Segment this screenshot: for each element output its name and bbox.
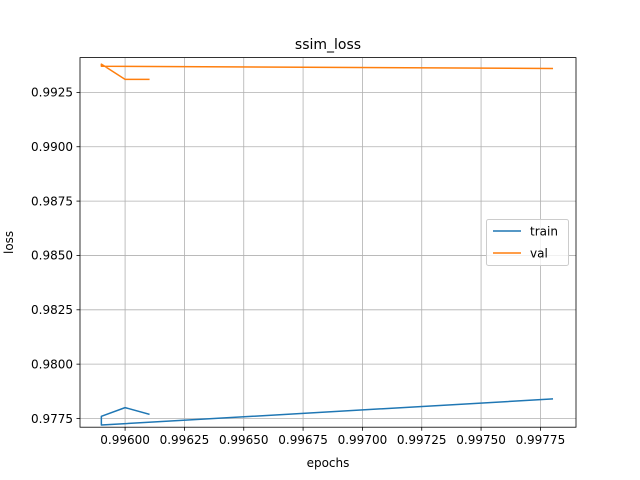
x-tick-label: 0.99750 — [456, 433, 506, 447]
y-tick-label: 0.9775 — [31, 412, 73, 426]
y-tick-label: 0.9900 — [31, 140, 73, 154]
x-tick-label: 0.99675 — [278, 433, 328, 447]
x-axis-label: epochs — [307, 456, 350, 470]
legend: train val — [486, 219, 569, 266]
x-tick-label: 0.99725 — [397, 433, 447, 447]
plot-lines — [100, 63, 554, 426]
legend-label-val: val — [530, 247, 548, 261]
x-tick-label: 0.99600 — [100, 433, 150, 447]
grid — [80, 57, 576, 428]
y-tick-label: 0.9925 — [31, 86, 73, 100]
legend-label-train: train — [530, 225, 558, 239]
x-tick-label: 0.99775 — [516, 433, 566, 447]
y-axis-label: loss — [2, 231, 16, 254]
y-tick-label: 0.9800 — [31, 357, 73, 371]
series-line-train — [100, 398, 554, 426]
y-tick-label: 0.9875 — [31, 194, 73, 208]
chart-title: ssim_loss — [295, 37, 361, 53]
y-tick-label: 0.9850 — [31, 249, 73, 263]
x-axis-ticks: 0.99600 0.99625 0.99650 0.99675 0.99700 0.997… — [100, 427, 565, 447]
y-tick-label: 0.9825 — [31, 303, 73, 317]
plot-frame — [79, 57, 577, 428]
series-line-val — [100, 63, 554, 81]
x-tick-label: 0.99625 — [160, 433, 210, 447]
y-axis-ticks: 0.9775 0.9800 0.9825 0.9850 0.9875 0.9900 0.99… — [31, 86, 80, 426]
x-tick-label: 0.99700 — [338, 433, 388, 447]
x-tick-label: 0.99650 — [219, 433, 269, 447]
